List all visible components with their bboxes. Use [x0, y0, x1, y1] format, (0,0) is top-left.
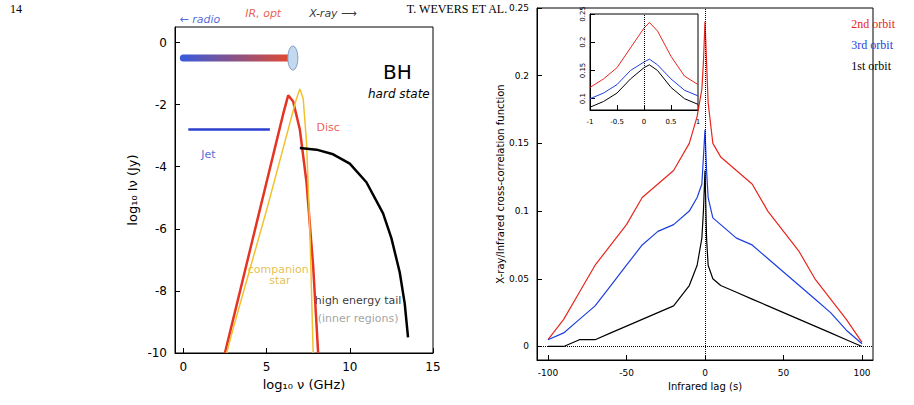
svg-text:-50: -50 [619, 368, 634, 378]
svg-text:50: 50 [778, 368, 790, 378]
svg-text:-8: -8 [155, 284, 167, 298]
svg-text:Jet: Jet [200, 148, 216, 161]
svg-text:Disc: Disc [316, 121, 339, 134]
svg-text:BH: BH [383, 60, 412, 84]
svg-text:0: 0 [523, 341, 529, 351]
svg-text:hard state: hard state [368, 87, 430, 101]
svg-text:10: 10 [342, 360, 357, 374]
svg-text:100: 100 [853, 368, 870, 378]
svg-text:0.05: 0.05 [509, 274, 529, 284]
svg-text:-4: -4 [155, 160, 167, 174]
svg-text:Infrared lag (s): Infrared lag (s) [668, 381, 742, 392]
svg-text:-6: -6 [155, 222, 167, 236]
svg-text:0.25: 0.25 [509, 3, 529, 13]
svg-text:X-ray ⟶: X-ray ⟶ [308, 7, 357, 20]
svg-text:star: star [266, 274, 291, 287]
svg-text:14: 14 [10, 2, 22, 16]
svg-text:0.1: 0.1 [579, 93, 587, 104]
svg-text:high energy tail: high energy tail [315, 294, 401, 307]
svg-text:0.2: 0.2 [515, 71, 529, 81]
svg-text:companion: companion [247, 263, 309, 277]
svg-text:-0.5: -0.5 [610, 118, 624, 126]
svg-text:0: 0 [642, 118, 646, 126]
svg-text:-100: -100 [538, 368, 559, 378]
svg-text:log₁₀ ν (GHz): log₁₀ ν (GHz) [263, 377, 346, 392]
svg-text:log₁₀ Iν (Jy): log₁₀ Iν (Jy) [125, 154, 140, 225]
svg-text:1: 1 [695, 117, 701, 126]
svg-text:0: 0 [180, 360, 188, 374]
svg-text:-1: -1 [587, 118, 594, 126]
svg-text:2nd orbit: 2nd orbit [851, 17, 895, 31]
svg-text:0: 0 [702, 368, 708, 378]
svg-text:-2: -2 [155, 98, 167, 112]
svg-text:5: 5 [263, 360, 271, 374]
svg-text:0: 0 [159, 36, 167, 50]
svg-text:0.5: 0.5 [665, 118, 676, 126]
svg-text:0.1: 0.1 [515, 206, 529, 216]
svg-text:15: 15 [425, 360, 440, 374]
svg-text:X-ray/Infrared cross-correlati: X-ray/Infrared cross-correlation functio… [495, 84, 506, 283]
svg-text:-10: -10 [147, 346, 167, 360]
svg-text:3rd orbit: 3rd orbit [851, 38, 893, 52]
svg-text:0.2: 0.2 [579, 37, 587, 48]
svg-text:0.15: 0.15 [579, 63, 587, 79]
svg-text:← radio: ← radio [180, 13, 221, 26]
svg-text:T. WEVERS ET AL.: T. WEVERS ET AL. [407, 2, 507, 16]
svg-text:0.25: 0.25 [579, 6, 587, 22]
svg-text:IR, opt: IR, opt [245, 7, 282, 20]
svg-text:1st orbit: 1st orbit [851, 59, 891, 73]
svg-text:0.15: 0.15 [509, 138, 529, 148]
svg-text:(inner regions): (inner regions) [318, 312, 399, 325]
